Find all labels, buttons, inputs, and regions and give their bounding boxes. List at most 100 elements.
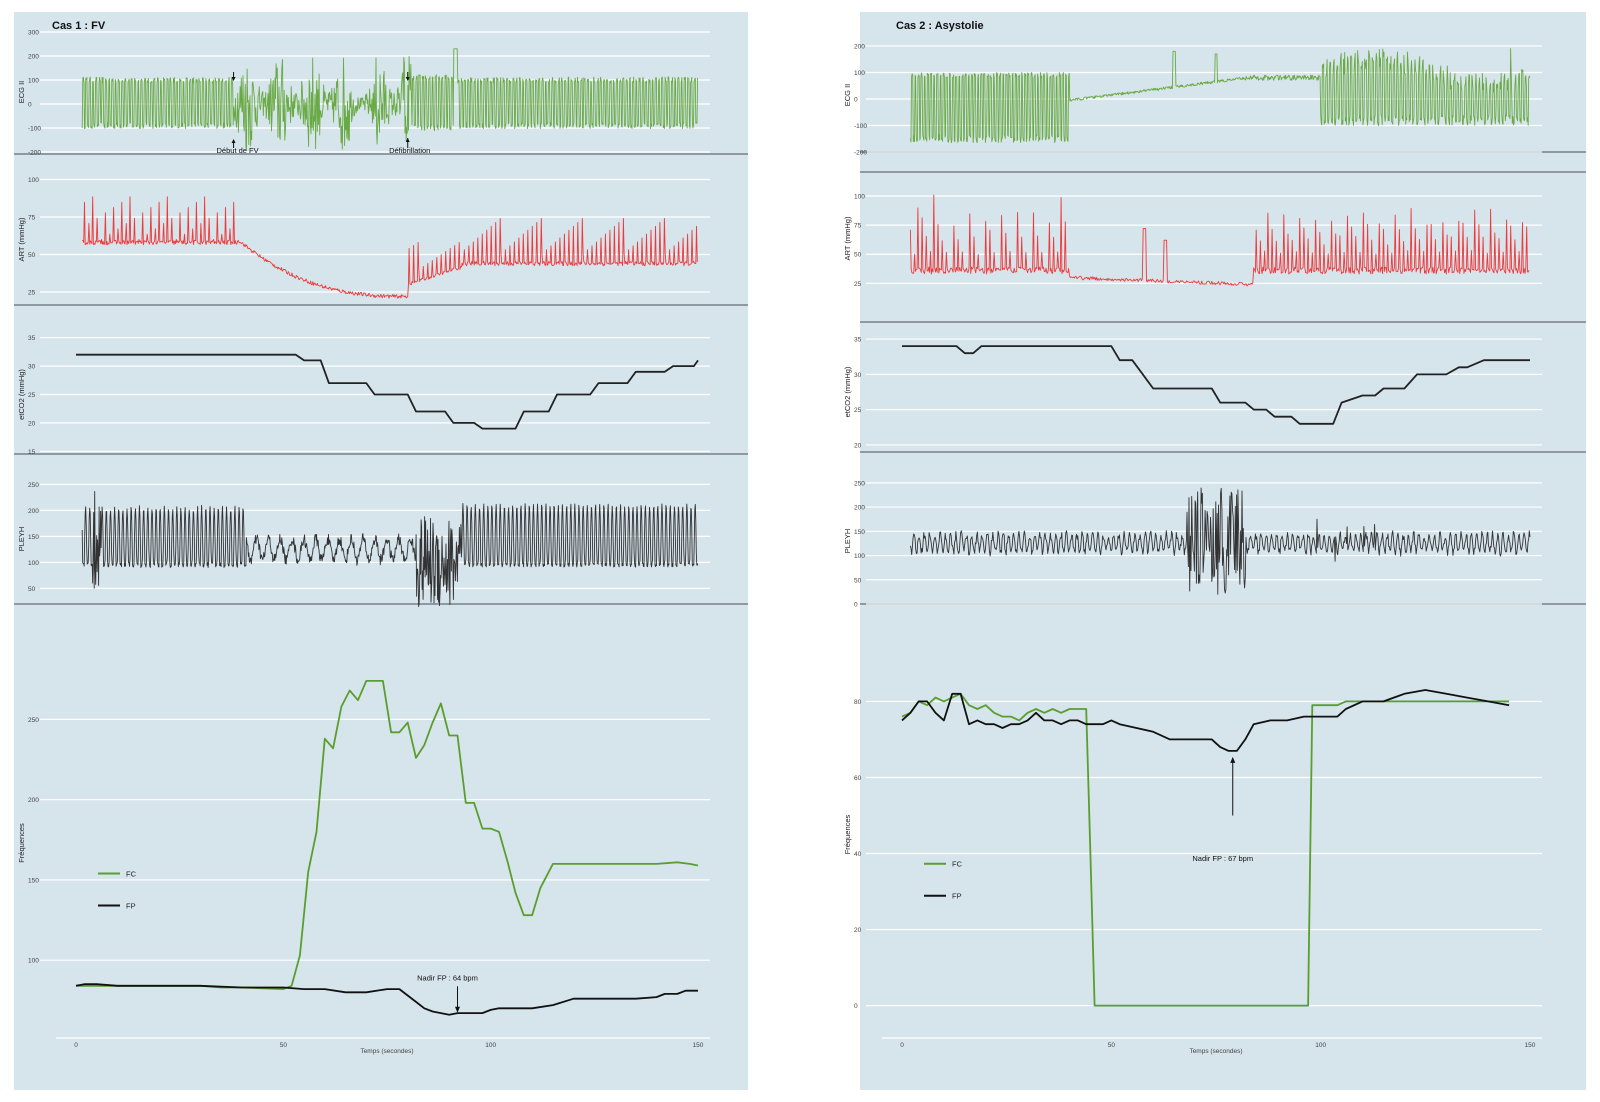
ytick-label: 80 bbox=[854, 699, 862, 706]
ytick-label: 40 bbox=[854, 851, 862, 858]
xtick-label: 100 bbox=[1315, 1042, 1326, 1049]
xtick-label: 150 bbox=[1525, 1042, 1536, 1049]
annotation-label: Défibrillation bbox=[389, 146, 430, 155]
ytick-label: 300 bbox=[28, 30, 39, 37]
chart-band-1: 25 50 75 100 ART (mmHg) bbox=[17, 177, 710, 299]
ytick-label: 200 bbox=[854, 505, 865, 512]
annotation-arrowhead bbox=[231, 139, 236, 143]
annotation-arrowhead bbox=[454, 1006, 460, 1013]
annotation-label: Nadir FP : 64 bpm bbox=[417, 973, 478, 982]
ytick-label: 100 bbox=[28, 560, 39, 567]
chart-band-2: 20 25 30 35 etCO2 (mmHg) bbox=[843, 337, 1542, 449]
annotation-arrowhead bbox=[405, 77, 410, 81]
ytick-label: -200 bbox=[28, 150, 41, 157]
ytick-label: 150 bbox=[854, 529, 865, 536]
ytick-label: 200 bbox=[28, 508, 39, 515]
legend-label: FC bbox=[952, 860, 963, 869]
ytick-label: 60 bbox=[854, 775, 862, 782]
ytick-label: 35 bbox=[854, 337, 862, 344]
ytick-label: 250 bbox=[854, 480, 865, 487]
y-axis-label: ART (mmHg) bbox=[17, 217, 26, 261]
chart-band-4: 0 20 40 60 80 Fréquences FC FP Nadir FP : 67 bpm bbox=[843, 689, 1542, 1010]
ytick-label: 50 bbox=[854, 577, 862, 584]
chart-band-2: 15 20 25 30 35 etCO2 (mmHg) bbox=[17, 335, 710, 456]
y-axis-label: ART (mmHg) bbox=[843, 216, 852, 260]
series-line bbox=[82, 196, 698, 299]
ytick-label: 100 bbox=[854, 553, 865, 560]
legend-label: FP bbox=[952, 892, 962, 901]
ytick-label: 30 bbox=[854, 372, 862, 379]
ytick-label: 0 bbox=[28, 102, 32, 109]
annotation-label: Nadir FP : 67 bpm bbox=[1192, 854, 1253, 863]
ytick-label: 200 bbox=[854, 43, 865, 50]
y-axis-label: etCO2 (mmHg) bbox=[843, 366, 852, 417]
ytick-label: 35 bbox=[28, 335, 36, 342]
y-axis-label: etCO2 (mmHg) bbox=[17, 369, 26, 420]
ytick-label: 75 bbox=[854, 223, 862, 230]
y-axis-label: PLEYH bbox=[843, 529, 852, 554]
ytick-label: -100 bbox=[854, 123, 867, 130]
chart-band-3: 50 100 150 200 250 PLEYH bbox=[17, 482, 710, 607]
ytick-label: 50 bbox=[28, 252, 36, 259]
ytick-label: 250 bbox=[28, 717, 39, 724]
y-axis-label: Fréquences bbox=[843, 814, 852, 854]
panel-title: Cas 2 : Asystolie bbox=[896, 20, 984, 32]
ytick-label: 250 bbox=[28, 482, 39, 489]
ytick-label: 0 bbox=[854, 602, 858, 609]
x-axis-label: Temps (secondes) bbox=[360, 1048, 413, 1055]
ytick-label: 20 bbox=[854, 442, 862, 449]
ytick-label: 20 bbox=[28, 420, 36, 427]
xtick-label: 50 bbox=[280, 1042, 288, 1049]
ytick-label: 100 bbox=[28, 958, 39, 965]
series-line bbox=[909, 487, 1531, 595]
series-line bbox=[909, 194, 1530, 287]
series-line bbox=[909, 48, 1531, 144]
series-line bbox=[81, 491, 699, 607]
ytick-label: 0 bbox=[854, 96, 858, 103]
chart-band-4: 100 150 200 250 Fréquences FC FP Nadir FP : 64 … bbox=[17, 680, 710, 1016]
ytick-label: 15 bbox=[28, 449, 36, 456]
ytick-label: 25 bbox=[854, 281, 862, 288]
series-line-fc bbox=[76, 680, 699, 990]
ytick-label: 20 bbox=[854, 927, 862, 934]
ytick-label: 100 bbox=[854, 193, 865, 200]
ytick-label: 150 bbox=[28, 534, 39, 541]
xtick-label: 0 bbox=[74, 1042, 78, 1049]
panel-cas2: Cas 2 : Asystolie -200 -100 0 100 200 ECG II 2… bbox=[843, 12, 1586, 1090]
ytick-label: 25 bbox=[854, 407, 862, 414]
chart-band-1: 25 50 75 100 ART (mmHg) bbox=[843, 193, 1542, 288]
panel-title: Cas 1 : FV bbox=[52, 20, 106, 32]
ytick-label: 50 bbox=[28, 586, 36, 593]
ytick-label: 150 bbox=[28, 877, 39, 884]
xtick-label: 150 bbox=[693, 1042, 704, 1049]
series-line-fp bbox=[75, 983, 698, 1016]
ytick-label: 100 bbox=[28, 177, 39, 184]
xtick-label: 0 bbox=[900, 1042, 904, 1049]
ytick-label: 100 bbox=[854, 70, 865, 77]
ytick-label: 200 bbox=[28, 54, 39, 61]
ytick-label: 25 bbox=[28, 392, 36, 399]
ytick-label: -200 bbox=[854, 150, 867, 157]
ytick-label: -100 bbox=[28, 126, 41, 133]
ytick-label: 50 bbox=[854, 252, 862, 259]
series-line-fp bbox=[901, 689, 1510, 752]
y-axis-label: Fréquences bbox=[17, 823, 26, 863]
chart-band-3: 0 50 100 150 200 250 PLEYH bbox=[843, 480, 1542, 609]
chart-band-0: -200 -100 0 100 200 300 ECG II Début de FV Défib… bbox=[17, 30, 710, 157]
legend-label: FP bbox=[126, 902, 136, 911]
ytick-label: 100 bbox=[28, 78, 39, 85]
ytick-label: 75 bbox=[28, 215, 36, 222]
ytick-label: 25 bbox=[28, 290, 36, 297]
ytick-label: 30 bbox=[28, 364, 36, 371]
panel-cas1: Cas 1 : FV -200 -100 0 100 200 300 ECG II Début… bbox=[14, 12, 748, 1090]
xtick-label: 100 bbox=[485, 1042, 496, 1049]
x-axis-label: Temps (secondes) bbox=[1189, 1048, 1242, 1055]
annotation-arrowhead bbox=[1230, 756, 1236, 763]
annotation-arrowhead bbox=[405, 138, 410, 142]
series-line-fc bbox=[901, 692, 1510, 1007]
series-line bbox=[902, 345, 1530, 425]
ytick-label: 200 bbox=[28, 797, 39, 804]
series-line bbox=[76, 353, 699, 430]
